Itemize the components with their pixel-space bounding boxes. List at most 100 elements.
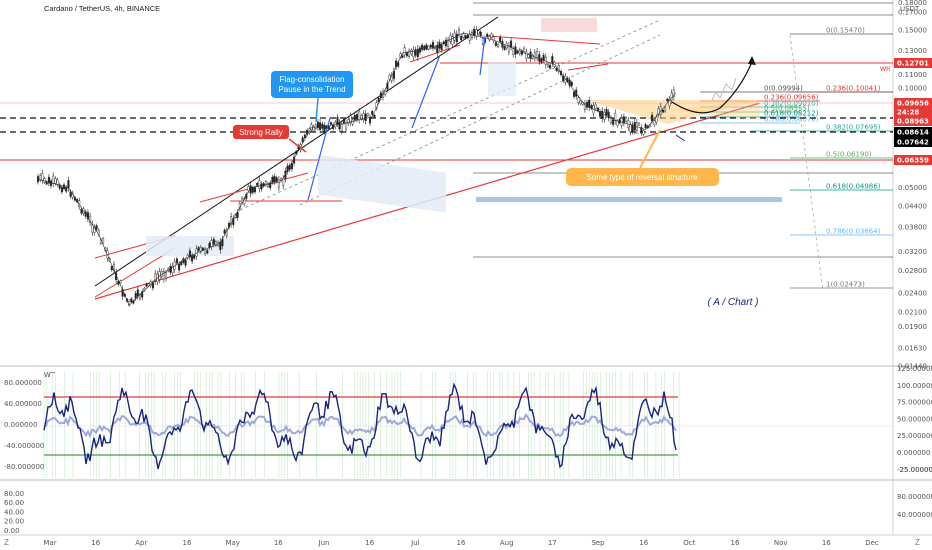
- candle-body: [332, 124, 335, 129]
- candle-body: [210, 240, 213, 248]
- candle-body: [175, 258, 178, 264]
- price-series[interactable]: [37, 25, 677, 307]
- candle-body: [514, 46, 517, 55]
- candle-body: [599, 111, 602, 117]
- candle-body: [154, 273, 157, 281]
- candle-body: [95, 225, 98, 230]
- candle-body: [56, 179, 59, 185]
- wt-indicator-panel[interactable]: WT 80.000000 40.000000 0.000000 -40.000000 -…: [0, 365, 932, 478]
- fib-label: 0.236(0.10041): [826, 85, 881, 93]
- price-badge-label: 0.08614: [897, 129, 929, 137]
- candle-body: [501, 41, 504, 48]
- candle-body: [295, 151, 298, 155]
- candle-body: [364, 113, 367, 122]
- candle-body: [45, 181, 48, 185]
- candle-body: [458, 28, 461, 36]
- candle-body: [605, 109, 608, 116]
- candle-body: [362, 113, 365, 121]
- time-tick: Jul: [410, 539, 420, 547]
- candle-body: [512, 48, 515, 55]
- candle-body: [507, 45, 510, 53]
- candle-body: [557, 65, 560, 72]
- candle-body: [662, 109, 665, 113]
- fib-label: 0(0.15470): [826, 27, 865, 35]
- candle-body: [625, 117, 628, 122]
- candle-body: [93, 226, 96, 234]
- bottom-right-tick: -25.000000: [897, 466, 932, 474]
- candle-body: [416, 48, 419, 58]
- rally-wedges: [94, 35, 609, 298]
- strong-rally-callout[interactable]: Strong Rally: [233, 125, 307, 153]
- candle-body: [540, 58, 543, 63]
- time-tick: 16: [91, 539, 100, 547]
- candle-body: [184, 259, 187, 266]
- candle-body: [462, 33, 465, 38]
- strong-rally-label: Strong Rally: [239, 128, 283, 137]
- price-badge: [894, 137, 932, 147]
- candle-body: [579, 100, 582, 104]
- fib-label: 0.236(0.09656): [764, 94, 819, 102]
- time-tick: 17: [548, 539, 557, 547]
- candle-body: [247, 186, 250, 192]
- candle-body: [197, 247, 200, 251]
- candle-body: [219, 241, 222, 251]
- candle-body: [164, 272, 167, 279]
- fib-label: 0(0.09994): [764, 85, 803, 93]
- footer-right-icon[interactable]: Z: [915, 538, 920, 547]
- candle-body: [43, 178, 46, 183]
- candle-body: [609, 117, 612, 123]
- candle-body: [525, 51, 528, 59]
- candle-body: [586, 102, 589, 108]
- candle-body: [466, 34, 469, 38]
- bottom-left-tick: 20.00: [4, 518, 24, 526]
- candle-body: [614, 113, 617, 122]
- quote-currency: USDT: [900, 5, 920, 13]
- candle-body: [410, 50, 413, 55]
- channel-mid-dashed: [239, 19, 661, 211]
- candle-body: [475, 29, 478, 37]
- candle-body: [136, 289, 139, 297]
- candle-body: [642, 130, 645, 135]
- candle-body: [468, 33, 471, 41]
- candle-body: [510, 40, 513, 48]
- price-tick: 0.02400: [898, 289, 927, 297]
- candle-body: [649, 124, 652, 127]
- time-axis[interactable]: Mar 16 Apr 16 May 16 Jun 16 Jul 16 Aug 17 Sep 16 Oct 16…: [43, 539, 879, 547]
- candle-body: [204, 248, 207, 254]
- candle-body: [464, 35, 467, 39]
- wt-line: [43, 382, 677, 470]
- candle-body: [631, 124, 634, 132]
- candle-body: [249, 185, 252, 194]
- candle-body: [670, 92, 673, 101]
- candle-body: [488, 36, 491, 41]
- footer-left-icon[interactable]: Z: [4, 538, 9, 547]
- candle-body: [666, 98, 669, 102]
- candle-body: [119, 280, 122, 284]
- flag-callout-line1: Flag-consolidation: [280, 75, 345, 84]
- candle-body: [360, 115, 363, 120]
- projection-arrow-head: [748, 56, 756, 65]
- candle-body: [277, 179, 280, 188]
- flag-callout[interactable]: Flag-consolidation Pause in the Trend: [271, 71, 353, 123]
- reversal-callout[interactable]: Some type of reversal structure: [566, 129, 719, 186]
- candle-body: [638, 122, 641, 126]
- time-tick: Oct: [683, 539, 695, 547]
- candle-body: [612, 119, 615, 125]
- wt-name: WT: [44, 372, 56, 379]
- candle-body: [52, 175, 55, 184]
- candle-body: [80, 209, 83, 214]
- candle-body: [412, 49, 415, 57]
- candle-body: [486, 34, 489, 38]
- candle-body: [178, 263, 181, 271]
- candle-body: [533, 52, 536, 59]
- time-tick: 16: [274, 539, 283, 547]
- candle-body: [338, 122, 341, 130]
- candle-body: [275, 177, 278, 182]
- candle-body: [644, 124, 647, 128]
- candle-body: [236, 211, 239, 219]
- wr-tag: WR: [880, 66, 891, 73]
- wt-left-tick: -80.000000: [4, 463, 44, 471]
- candle-body: [640, 127, 643, 134]
